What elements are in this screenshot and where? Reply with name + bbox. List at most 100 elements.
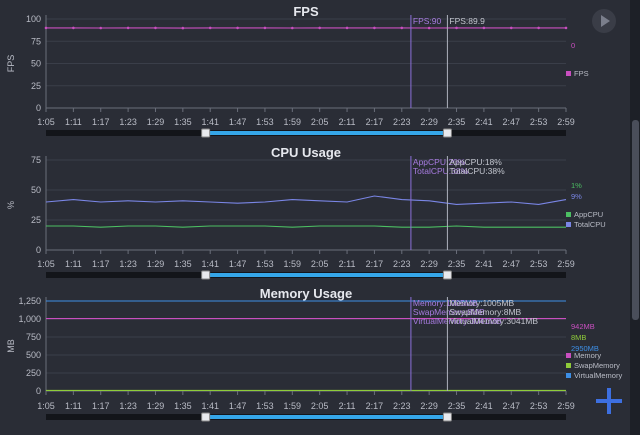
x-tick-label: 2:05 (311, 259, 329, 269)
x-tick-label: 1:11 (65, 117, 82, 127)
legend-swatch (566, 71, 571, 76)
range-handle-right[interactable] (442, 270, 452, 280)
current-value: 9% (571, 192, 582, 201)
x-tick-label: 1:47 (229, 401, 247, 411)
y-tick-label: 500 (26, 350, 41, 360)
y-tick-label: 1,250 (18, 296, 41, 306)
x-tick-label: 1:29 (147, 259, 165, 269)
legend-entry: AppCPU (574, 210, 603, 219)
x-tick-label: 2:11 (339, 117, 356, 127)
range-handle-left[interactable] (201, 412, 211, 422)
x-tick-label: 2:41 (475, 117, 493, 127)
legend-swatch (566, 222, 571, 227)
chart-panel-1: CPU Usage% 0 25 50 75 1:05 1:11 1:17 1:23 1:29 1:3… (6, 145, 606, 280)
x-tick-label: 1:47 (229, 117, 247, 127)
range-handle-left[interactable] (201, 270, 211, 280)
y-tick-label: 50 (31, 59, 41, 69)
series-point (208, 26, 212, 30)
x-tick-label: 1:29 (147, 401, 165, 411)
x-tick-label: 2:53 (530, 259, 548, 269)
legend-swatch (566, 363, 571, 368)
x-tick-label: 1:53 (256, 117, 274, 127)
legend-swatch (566, 353, 571, 358)
chart-title: Memory Usage (260, 286, 352, 301)
series-point (154, 26, 157, 30)
x-tick-label: 2:05 (311, 117, 329, 127)
scrollbar-thumb[interactable] (632, 120, 639, 320)
series-point (318, 26, 321, 30)
x-tick-label: 2:23 (393, 401, 411, 411)
x-tick-label: 2:47 (502, 259, 520, 269)
current-value: 8MB (571, 333, 586, 342)
x-tick-label: 1:53 (256, 401, 274, 411)
x-tick-label: 1:47 (229, 259, 247, 269)
x-tick-label: 1:41 (201, 401, 219, 411)
series-point (537, 26, 540, 30)
plus-icon[interactable] (594, 386, 624, 416)
cursor-b-label: VirtualMemory:3041MB (449, 316, 538, 326)
scrollbar[interactable] (630, 0, 640, 435)
legend-entry: SwapMemory (574, 361, 620, 370)
cursor-a-label: SwapMemory:8MB (413, 307, 485, 317)
y-axis-label: FPS (6, 55, 16, 73)
series-point (44, 26, 48, 30)
x-tick-label: 1:59 (284, 117, 302, 127)
y-tick-label: 100 (26, 14, 41, 24)
y-tick-label: 25 (31, 215, 41, 225)
x-tick-label: 1:05 (37, 401, 55, 411)
x-tick-label: 2:59 (557, 401, 575, 411)
play-icon[interactable] (592, 9, 616, 33)
range-handle-right[interactable] (442, 128, 452, 138)
x-tick-label: 1:35 (174, 401, 192, 411)
legend-entry: Memory (574, 351, 601, 360)
x-tick-label: 2:35 (448, 259, 466, 269)
range-selection (205, 273, 448, 277)
legend-swatch (566, 212, 571, 217)
y-axis-label: % (6, 201, 16, 209)
x-tick-label: 2:53 (530, 117, 548, 127)
series-line-AppCPU (46, 225, 566, 228)
cursor-a-label: TotalCPU:38% (413, 166, 469, 176)
chart-title: CPU Usage (271, 145, 341, 160)
legend-swatch (566, 373, 571, 378)
y-tick-label: 75 (31, 36, 41, 46)
series-point (482, 26, 486, 30)
x-tick-label: 2:17 (366, 401, 384, 411)
cursor-b-label: FPS:89.9 (449, 16, 485, 26)
cursor-a-label: Memory:1005MB (413, 298, 478, 308)
cursor-a-label: FPS:90 (413, 16, 442, 26)
current-value: 2950MB (571, 344, 599, 353)
x-tick-label: 1:41 (201, 259, 219, 269)
x-tick-label: 1:17 (92, 117, 110, 127)
x-tick-label: 2:59 (557, 259, 575, 269)
x-tick-label: 1:05 (37, 117, 55, 127)
x-tick-label: 1:23 (119, 117, 137, 127)
x-tick-label: 1:23 (119, 401, 137, 411)
x-tick-label: 1:35 (174, 259, 192, 269)
range-selection (205, 415, 448, 419)
range-handle-left[interactable] (201, 128, 211, 138)
x-tick-label: 1:11 (65, 259, 82, 269)
range-handle-right[interactable] (442, 412, 452, 422)
series-point (509, 26, 513, 30)
x-tick-label: 2:41 (475, 401, 493, 411)
current-value: 0 (571, 41, 575, 50)
series-point (236, 26, 239, 30)
cursor-a-label: AppCPU:20% (413, 157, 466, 167)
cursor-a-label: VirtualMemory:3041MB (413, 316, 502, 326)
x-tick-label: 2:17 (366, 117, 384, 127)
current-value: 1% (571, 181, 582, 190)
chart-panel-0: FPS FPS 0 25 50 75 100 1:05 1:11 1:17 1:23 1:29 1:35… (6, 4, 589, 138)
y-tick-label: 0 (36, 245, 41, 255)
y-axis-label: MB (6, 339, 16, 353)
series-point (181, 26, 185, 30)
y-tick-label: 25 (31, 81, 41, 91)
x-tick-label: 1:23 (119, 259, 137, 269)
x-tick-label: 2:47 (502, 117, 520, 127)
current-value: 942MB (571, 322, 595, 331)
x-tick-label: 1:11 (65, 401, 82, 411)
x-tick-label: 1:05 (37, 259, 55, 269)
x-tick-label: 2:11 (339, 401, 356, 411)
x-tick-label: 1:59 (284, 401, 302, 411)
y-tick-label: 0 (36, 103, 41, 113)
